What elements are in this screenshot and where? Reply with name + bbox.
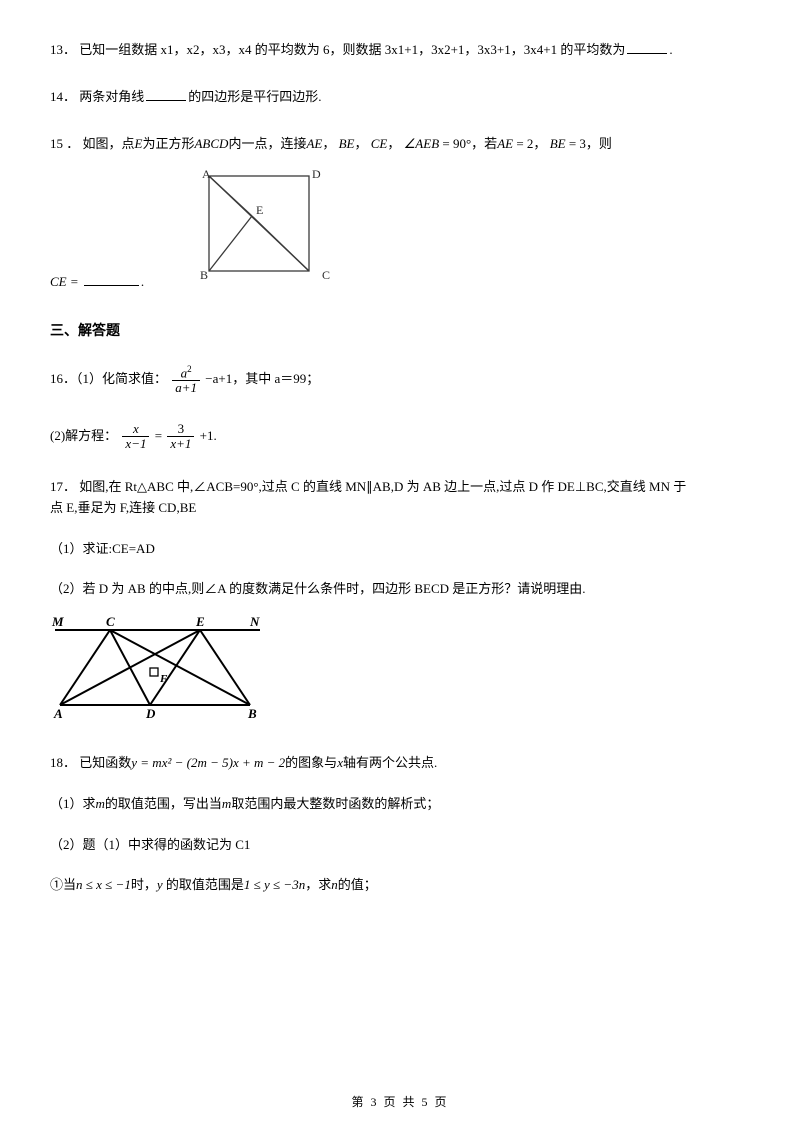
triangle-diagram-icon: M C E N A D B F: [50, 610, 270, 720]
q15-a: ． 如图，点: [63, 136, 135, 151]
q18-sub3b: 时，: [131, 877, 157, 892]
question-13: 13． 已知一组数据 x1，x2，x3，x4 的平均数为 6，则数据 3x1+1…: [50, 40, 750, 61]
q18-sub1a: （1）求: [50, 796, 96, 811]
label-B: B: [200, 268, 208, 282]
q16-frac1: a2a+1: [172, 364, 200, 396]
q17-sub1: （1）求证:CE=AD: [50, 539, 750, 560]
q18-sub3a: ①当: [50, 877, 76, 892]
q15-blank[interactable]: [84, 272, 139, 286]
section-3-title: 三、解答题: [50, 319, 750, 341]
q18-formula: y = mx² − (2m − 5)x + m − 2: [131, 755, 285, 770]
q18-sub3c: 的取值范围是: [163, 877, 244, 892]
q15-CE: CE: [371, 136, 388, 151]
q15-ABCD: ABCD: [194, 136, 228, 151]
label-A2: A: [53, 706, 63, 720]
label-E: E: [256, 203, 263, 217]
q15-num: 15: [50, 136, 63, 151]
q15-c: 内一点，连接: [228, 136, 306, 151]
q18-ineq2: 1 ≤ y ≤ −3n: [244, 877, 305, 892]
question-14: 14． 两条对角线 的四边形是平行四边形.: [50, 87, 750, 108]
q18-m2: m: [222, 796, 231, 811]
q15-BE: BE: [339, 136, 355, 151]
q14-text-a: ． 两条对角线: [63, 89, 144, 104]
q16-c: (2)解方程：: [50, 427, 117, 442]
q16-eq: =: [155, 427, 166, 442]
q13-text-b: .: [669, 42, 672, 57]
q15-eq2: = 2: [513, 136, 533, 151]
label-C: C: [322, 268, 330, 282]
q14-num: 14: [50, 89, 63, 104]
question-15: 15 ． 如图，点E为正方形ABCD内一点，连接AE， BE， CE， ∠AEB…: [50, 134, 750, 294]
q18-b: 的图象与: [285, 755, 337, 770]
label-A: A: [202, 167, 211, 181]
label-N: N: [249, 614, 260, 629]
label-C: C: [106, 614, 115, 629]
q18-sub1b: 的取值范围，写出当: [105, 796, 222, 811]
q18-sub1c: 取范围内最大整数时函数的解析式；: [231, 796, 439, 811]
question-16: 16．（1）化简求值： a2a+1 −a+1，其中 a＝99； (2)解方程： …: [50, 364, 750, 452]
q18-a: ． 已知函数: [63, 755, 131, 770]
q13-text-a: ． 已知一组数据 x1，x2，x3，x4 的平均数为 6，则数据 3x1+1，3…: [63, 42, 625, 57]
q18-c: 轴有两个公共点.: [343, 755, 437, 770]
q15-e: ，: [355, 136, 368, 151]
q15-AE: AE: [306, 136, 322, 151]
label-D2: D: [145, 706, 156, 720]
question-17: 17． 如图,在 Rt△ABC 中,∠ACB=90°,过点 C 的直线 MN∥A…: [50, 477, 750, 727]
q15-BE2: BE: [550, 136, 566, 151]
q15-h: ，: [533, 136, 546, 151]
q15-f: ，: [387, 136, 400, 151]
q15-g: ，若: [471, 136, 497, 151]
square-diagram-icon: A D B C E: [174, 166, 354, 286]
q17-a: ． 如图,在 Rt△ABC 中,∠ACB=90°,过点 C 的直线 MN∥AB,…: [63, 479, 686, 494]
q14-blank[interactable]: [146, 87, 186, 101]
q14-text-b: 的四边形是平行四边形.: [188, 89, 321, 104]
q15-b: 为正方形: [142, 136, 194, 151]
label-E2: E: [195, 614, 205, 629]
q16-frac2: xx−1: [122, 422, 149, 452]
q15-period: .: [141, 274, 144, 289]
q18-m1: m: [96, 796, 105, 811]
q16-num: 16: [50, 371, 63, 386]
q16-d: +1.: [200, 427, 217, 442]
q13-blank[interactable]: [627, 40, 667, 54]
q18-sub3e: 的值；: [338, 877, 377, 892]
q15-i: ，则: [586, 136, 612, 151]
q15-angle: ∠AEB: [404, 136, 439, 151]
page-footer: 第 3 页 共 5 页: [0, 1093, 800, 1112]
label-M: M: [51, 614, 64, 629]
q13-num: 13: [50, 42, 63, 57]
q17-num: 17: [50, 479, 63, 494]
q15-eq3: = 3: [566, 136, 586, 151]
q18-num: 18: [50, 755, 63, 770]
question-18: 18． 已知函数y = mx² − (2m − 5)x + m − 2的图象与x…: [50, 753, 750, 896]
q18-sub3d: ，求: [305, 877, 331, 892]
q17-b: 点 E,垂足为 F,连接 CD,BE: [50, 498, 750, 519]
q17-sub2: （2）若 D 为 AB 的中点,则∠A 的度数满足什么条件时，四边形 BECD …: [50, 579, 750, 600]
q15-d: ，: [322, 136, 335, 151]
q16-frac3: 3x+1: [167, 422, 194, 452]
label-B2: B: [247, 706, 257, 720]
q15-AE2: AE: [497, 136, 513, 151]
label-D: D: [312, 167, 321, 181]
q18-ineq1: n ≤ x ≤ −1: [76, 877, 131, 892]
q16-a: ．（1）化简求值：: [63, 371, 167, 386]
q15-CEeq: CE =: [50, 274, 82, 289]
q18-sub2: （2）题（1）中求得的函数记为 C1: [50, 835, 750, 856]
q16-b: −a+1，其中 a＝99；: [205, 371, 319, 386]
label-F: F: [159, 673, 168, 685]
q15-eq90: = 90°: [439, 136, 471, 151]
